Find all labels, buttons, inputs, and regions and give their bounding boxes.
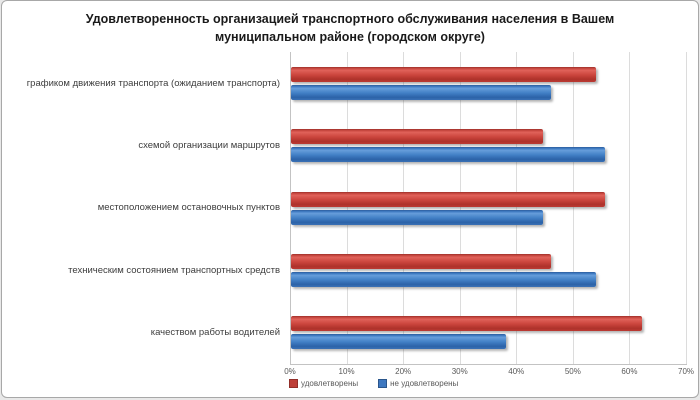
- x-tick-label: 70%: [677, 367, 695, 376]
- gridline: [572, 52, 574, 364]
- bar-satisfied: [291, 316, 642, 332]
- plot-area: [290, 52, 687, 365]
- category-label-row: техническим состоянием транспортных сред…: [2, 239, 285, 301]
- bar-unsatisfied: [291, 147, 605, 163]
- x-tick-label: 0%: [284, 367, 296, 376]
- bar-satisfied: [291, 66, 597, 82]
- legend-item-satisfied: удовлетворены: [289, 379, 358, 388]
- bar-satisfied: [291, 253, 552, 269]
- category-labels: графиком движения транспорта (ожиданием …: [2, 52, 285, 364]
- gridline: [686, 52, 687, 364]
- x-tick-label: 30%: [451, 367, 468, 376]
- bar-rows: [291, 52, 687, 364]
- chart-title: Удовлетворенность организацией транспорт…: [85, 12, 615, 45]
- x-tick-label: 10%: [338, 367, 355, 376]
- bar-unsatisfied: [291, 84, 552, 100]
- category-label-row: качеством работы водителей: [2, 302, 285, 364]
- x-tick-label: 20%: [395, 367, 412, 376]
- unsatisfied-swatch-icon: [378, 379, 388, 388]
- bar-group: [291, 114, 687, 176]
- bar-unsatisfied: [291, 271, 597, 287]
- bar-group: [291, 177, 687, 239]
- bar-group: [291, 302, 687, 364]
- category-label: техническим состоянием транспортных сред…: [68, 264, 280, 276]
- legend-item-unsatisfied: не удовлетворены: [378, 379, 458, 388]
- legend-label-satisfied: удовлетворены: [301, 379, 359, 388]
- gridline: [516, 52, 518, 364]
- category-label: схемой организации маршрутов: [138, 139, 280, 151]
- category-label: местоположением остановочных пунктов: [97, 202, 280, 214]
- x-tick-label: 40%: [508, 367, 525, 376]
- category-label: качеством работы водителей: [150, 327, 280, 339]
- gridline: [403, 52, 405, 364]
- category-label-row: графиком движения транспорта (ожиданием …: [2, 52, 285, 114]
- bar-group: [291, 52, 687, 114]
- gridline: [459, 52, 461, 364]
- bar-unsatisfied: [291, 334, 506, 350]
- gridline: [346, 52, 348, 364]
- category-label-row: местоположением остановочных пунктов: [2, 177, 285, 239]
- bar-satisfied: [291, 129, 543, 145]
- x-axis: 0% 10% 20% 30% 40% 50% 60% 70%: [284, 367, 694, 379]
- legend: удовлетворены не удовлетворены: [289, 379, 458, 388]
- legend-label-unsatisfied: не удовлетворены: [390, 379, 459, 388]
- x-tick-label: 50%: [564, 367, 581, 376]
- satisfied-swatch-icon: [289, 379, 298, 388]
- category-label: графиком движения транспорта (ожиданием …: [26, 77, 280, 89]
- gridline: [629, 52, 631, 364]
- x-tick-label: 60%: [621, 367, 638, 376]
- category-label-row: схемой организации маршрутов: [2, 114, 285, 176]
- bar-unsatisfied: [291, 209, 543, 225]
- bar-group: [291, 239, 687, 301]
- bar-satisfied: [291, 191, 605, 207]
